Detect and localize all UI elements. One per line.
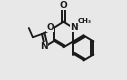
- Text: CH₃: CH₃: [78, 18, 92, 24]
- Text: N: N: [70, 23, 78, 32]
- Text: O: O: [46, 23, 54, 32]
- Text: N: N: [41, 42, 48, 51]
- Text: O: O: [60, 1, 67, 10]
